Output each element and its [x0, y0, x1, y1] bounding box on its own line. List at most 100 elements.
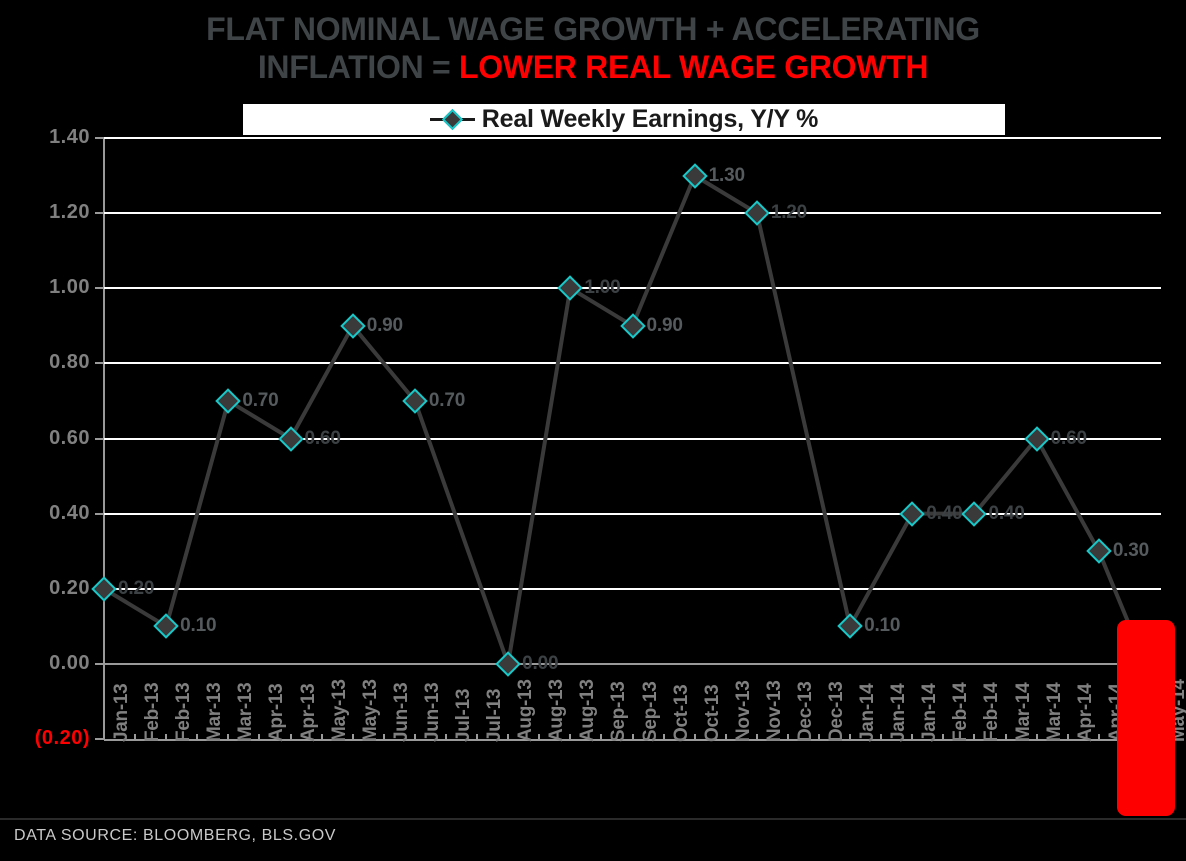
x-axis-tick [693, 734, 696, 739]
data-point-label: 0.10 [180, 615, 217, 637]
data-point-label: 0.10 [864, 615, 901, 637]
x-axis-label: Aug-13 [546, 679, 568, 742]
x-axis-label: Jan-14 [888, 683, 910, 742]
x-axis-tick [662, 734, 665, 739]
diamond-marker-icon [441, 108, 463, 131]
x-axis-label: Apr-14 [1074, 683, 1096, 742]
data-point-label: 0.60 [1050, 427, 1087, 449]
x-axis-tick [755, 734, 758, 739]
x-axis-tick [476, 734, 479, 739]
x-axis-tick [1004, 734, 1007, 739]
x-axis-tick [1035, 734, 1038, 739]
x-axis-label: Aug-13 [515, 679, 537, 742]
data-source-note: DATA SOURCE: BLOOMBERG, BLS.GOV [14, 827, 337, 844]
y-axis-label: 1.20 [49, 201, 90, 224]
y-axis-tick [95, 662, 104, 665]
x-axis-tick [196, 734, 199, 739]
x-axis-label: Mar-14 [1043, 682, 1065, 742]
x-axis-tick [351, 734, 354, 739]
plot-area: 0.20 0.10 0.70 0.60 0.90 0.70 0.00 1.00 0.90 1.30… [91, 137, 1174, 741]
y-axis-label: 0.40 [49, 501, 90, 524]
data-point-label: 1.30 [708, 164, 745, 186]
x-axis-label: Jun-13 [390, 682, 412, 742]
x-axis-tick [1066, 734, 1069, 739]
data-point-label: 0.90 [366, 314, 403, 336]
x-axis-label: Aug-13 [577, 679, 599, 742]
x-axis-label: May-13 [328, 679, 350, 742]
y-axis-label: 0.60 [49, 426, 90, 449]
x-axis-tick [569, 734, 572, 739]
title-line-2-prefix: INFLATION = [257, 49, 459, 85]
data-point-label: 1.00 [584, 277, 621, 299]
x-axis-tick [258, 734, 261, 739]
x-axis-tick [227, 734, 230, 739]
data-point-label: 0.90 [646, 314, 683, 336]
gridline [104, 362, 1161, 365]
zero-line [104, 662, 1161, 665]
y-axis-label: 0.00 [49, 651, 90, 674]
x-axis-label: May-13 [359, 679, 381, 742]
x-axis-label: Nov-13 [732, 680, 754, 742]
data-point-label: 0.70 [242, 389, 279, 411]
x-axis-label: Oct-13 [701, 684, 723, 742]
y-axis-label: 0.80 [49, 351, 90, 374]
x-axis-tick [444, 734, 447, 739]
x-axis-label: Feb-13 [142, 682, 164, 742]
gridline [104, 512, 1161, 515]
data-point-label: 0.70 [428, 389, 466, 411]
data-point-label: 0.40 [988, 502, 1025, 524]
chart-legend: Real Weekly Earnings, Y/Y % [243, 104, 1005, 138]
x-axis-line [104, 739, 1161, 741]
gridline [104, 437, 1161, 440]
gridline [104, 287, 1161, 290]
highlight-box-may-14 [1117, 620, 1175, 816]
x-axis-tick [289, 734, 292, 739]
x-axis-tick [103, 734, 105, 739]
x-axis-tick [507, 734, 510, 739]
x-axis-label: Jun-13 [421, 682, 443, 742]
x-axis-tick [382, 734, 385, 739]
gridline [104, 212, 1161, 215]
x-axis-tick [600, 734, 603, 739]
x-axis-label: Feb-14 [950, 682, 972, 742]
x-axis-tick [413, 734, 416, 739]
data-point-label: 0.20 [118, 577, 155, 599]
x-axis-tick [165, 734, 168, 739]
x-axis-tick [1097, 734, 1100, 739]
y-axis-tick [95, 287, 104, 290]
x-axis-label: Feb-14 [981, 682, 1003, 742]
y-axis-label: 1.40 [49, 126, 90, 148]
y-axis-label: 1.00 [49, 276, 90, 299]
x-axis-tick [818, 734, 821, 739]
y-axis-tick [95, 738, 104, 740]
x-axis-label: Jan-13 [111, 683, 132, 742]
page-title: FLAT NOMINAL WAGE GROWTH + ACCELERATING … [0, 10, 1186, 86]
data-point-label: 0.60 [304, 427, 341, 449]
legend-line-swatch [461, 118, 475, 121]
y-axis-tick [95, 137, 104, 139]
x-axis-label: Jan-14 [919, 683, 941, 742]
data-point-label: 0.40 [926, 502, 963, 524]
x-axis-label: Apr-13 [266, 683, 288, 742]
series-line [102, 173, 1163, 703]
y-axis-label: 0.20 [49, 576, 90, 599]
y-axis-tick [95, 362, 104, 365]
x-axis-label: Mar-13 [235, 682, 257, 742]
data-point-label: 0.00 [522, 652, 559, 674]
y-axis-label: (0.20) [34, 727, 90, 749]
x-axis-label: Dec-13 [826, 681, 848, 742]
x-axis-label: Feb-13 [173, 682, 195, 742]
title-line-1: FLAT NOMINAL WAGE GROWTH + ACCELERATING [206, 11, 980, 47]
x-axis-tick [849, 734, 852, 739]
x-axis-label: Mar-13 [204, 682, 226, 742]
title-line-2-emphasis: LOWER REAL WAGE GROWTH [458, 49, 929, 85]
legend-label: Real Weekly Earnings, Y/Y % [481, 105, 819, 133]
gridline [104, 137, 1161, 139]
footer-divider [0, 818, 1186, 820]
x-axis-label: Nov-13 [763, 680, 785, 742]
x-axis-tick [911, 734, 914, 739]
x-axis-label: Jul-13 [452, 688, 474, 742]
x-axis-tick [942, 734, 945, 739]
y-axis-tick [95, 512, 104, 515]
